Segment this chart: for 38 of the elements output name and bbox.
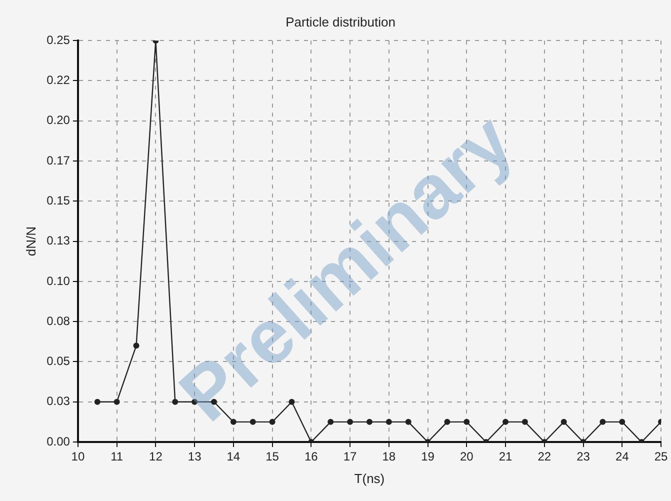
x-tick-label: 11	[110, 450, 124, 464]
x-tick-label: 16	[304, 450, 318, 464]
y-tick-label: 0.03	[46, 394, 70, 408]
x-tick-label: 15	[266, 450, 280, 464]
chart-title: Particle distribution	[286, 14, 396, 30]
x-axis-title: T(ns)	[354, 470, 385, 486]
point	[94, 398, 100, 405]
x-tick-label: 22	[538, 450, 552, 464]
point	[114, 398, 120, 405]
y-axis-title: dN/N	[23, 226, 38, 256]
x-tick-label: 17	[343, 450, 358, 464]
x-tick-label: 21	[498, 450, 513, 464]
point	[172, 398, 178, 405]
x-tick-label: 14	[226, 450, 240, 464]
x-tick-label: 12	[149, 450, 163, 464]
point	[560, 418, 567, 425]
point	[522, 418, 528, 425]
point	[133, 342, 140, 349]
x-tick-label: 20	[460, 450, 474, 464]
y-tick-label: 0.05	[46, 354, 70, 368]
x-tick-label: 10	[71, 450, 85, 464]
x-tick-label: 25	[654, 450, 668, 464]
y-tick-label: 0.10	[46, 274, 70, 288]
x-tick-label: 13	[188, 450, 202, 464]
y-tick-label: 0.22	[46, 73, 70, 88]
x-tick-label: 19	[421, 450, 435, 464]
y-tick-label: 0.08	[46, 314, 70, 328]
x-tick-label: 24	[615, 450, 630, 464]
point	[600, 418, 606, 425]
y-tick-label: 0.25	[46, 32, 70, 47]
y-tick-label: 0.15	[46, 193, 70, 208]
x-tick-label: 23	[576, 450, 590, 464]
y-tick-label: 0.13	[46, 234, 70, 248]
point	[619, 418, 626, 425]
y-tick-label: 0.20	[46, 113, 70, 128]
y-tick-label: 0.00	[46, 434, 70, 448]
y-tick-label: 0.17	[46, 153, 70, 168]
x-tick-label: 18	[382, 450, 396, 464]
